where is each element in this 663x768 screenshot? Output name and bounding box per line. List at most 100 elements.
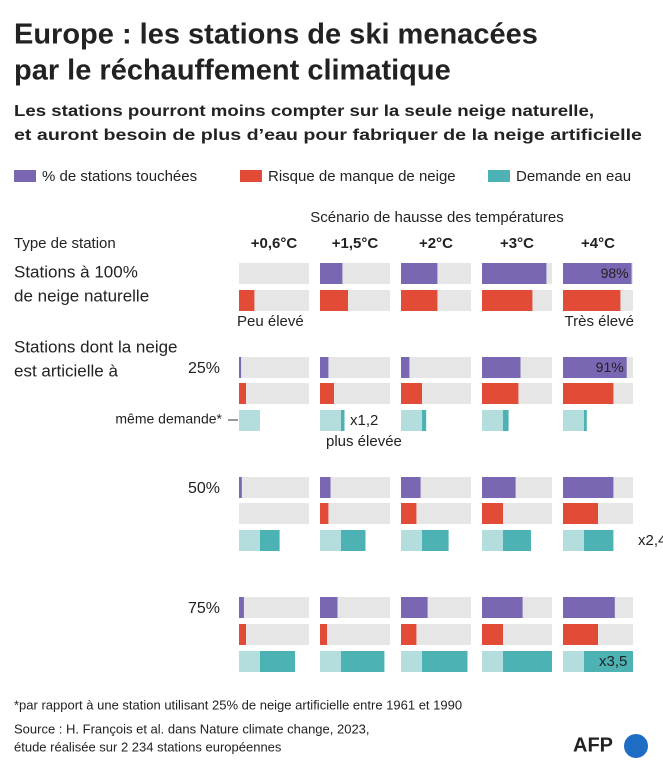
legend-swatch bbox=[14, 170, 36, 182]
stations-bar bbox=[563, 357, 627, 378]
water-extra-bar bbox=[341, 530, 366, 551]
multiplier: x2,4 bbox=[638, 532, 663, 549]
legend-label: Risque de manque de neige bbox=[268, 168, 456, 185]
subtitle: Les stations pourront moins compter sur … bbox=[14, 103, 594, 120]
track bbox=[320, 383, 390, 404]
annotation: même demande* bbox=[115, 411, 222, 427]
multiplier: x1,2 bbox=[350, 412, 378, 429]
water-extra-bar bbox=[422, 410, 427, 431]
stations-bar bbox=[482, 597, 523, 618]
water-extra-bar bbox=[341, 410, 345, 431]
risk-bar bbox=[239, 290, 255, 311]
water-extra-bar bbox=[584, 651, 633, 672]
stations-bar bbox=[401, 477, 421, 498]
stations-bar bbox=[563, 263, 632, 284]
stations-bar bbox=[320, 263, 343, 284]
track bbox=[239, 477, 309, 498]
annotation: Peu élevé bbox=[237, 313, 304, 330]
source: étude réalisée sur 2 234 stations europé… bbox=[14, 739, 282, 754]
track bbox=[401, 624, 471, 645]
risk-bar bbox=[320, 290, 348, 311]
risk-bar bbox=[563, 503, 598, 524]
water-base-bar bbox=[563, 530, 584, 551]
water-base-bar bbox=[563, 410, 584, 431]
risk-bar bbox=[239, 383, 246, 404]
track bbox=[239, 503, 309, 524]
track bbox=[239, 290, 309, 311]
water-extra-bar bbox=[503, 651, 552, 672]
risk-bar bbox=[563, 383, 614, 404]
stations-bar bbox=[320, 477, 331, 498]
water-extra-bar bbox=[584, 530, 614, 551]
water-base-bar bbox=[320, 410, 341, 431]
legend-swatch bbox=[240, 170, 262, 182]
risk-bar bbox=[401, 383, 422, 404]
stations-bar bbox=[401, 357, 410, 378]
water-base-bar bbox=[401, 410, 422, 431]
section-label: est articielle à bbox=[14, 361, 118, 380]
column-label: +1,5°C bbox=[332, 235, 379, 252]
risk-bar bbox=[401, 624, 417, 645]
stations-bar bbox=[401, 597, 428, 618]
water-extra-bar bbox=[260, 651, 295, 672]
group-label: Stations à 100% bbox=[14, 262, 138, 281]
track bbox=[320, 503, 390, 524]
stations-bar bbox=[482, 263, 547, 284]
track bbox=[239, 383, 309, 404]
track bbox=[239, 624, 309, 645]
water-extra-bar bbox=[341, 651, 385, 672]
track bbox=[320, 357, 390, 378]
legend-label: Demande en eau bbox=[516, 168, 631, 185]
track bbox=[239, 263, 309, 284]
water-extra-bar bbox=[584, 410, 587, 431]
track bbox=[239, 597, 309, 618]
stations-bar bbox=[482, 477, 516, 498]
stations-bar bbox=[320, 357, 329, 378]
value-label: 98% bbox=[601, 265, 629, 281]
water-base-bar bbox=[482, 410, 503, 431]
title: Europe : les stations de ski menacées bbox=[14, 19, 538, 51]
legend-label: % de stations touchées bbox=[42, 168, 197, 185]
water-base-bar bbox=[482, 651, 503, 672]
risk-bar bbox=[482, 624, 503, 645]
water-extra-bar bbox=[422, 651, 468, 672]
stations-bar bbox=[563, 477, 614, 498]
water-base-bar bbox=[320, 530, 341, 551]
water-base-bar bbox=[401, 651, 422, 672]
risk-bar bbox=[563, 624, 598, 645]
track bbox=[320, 477, 390, 498]
risk-bar bbox=[482, 503, 503, 524]
column-label: +0,6°C bbox=[251, 235, 298, 252]
value-label: 91% bbox=[596, 359, 624, 375]
track bbox=[239, 357, 309, 378]
track bbox=[401, 357, 471, 378]
stations-bar bbox=[563, 597, 615, 618]
multiplier: x3,5 bbox=[599, 653, 627, 670]
row-header: Type de station bbox=[14, 235, 116, 252]
water-base-bar bbox=[563, 651, 584, 672]
subtitle: et auront besoin de plus d’eau pour fabr… bbox=[14, 127, 642, 144]
water-base-bar bbox=[482, 530, 503, 551]
stations-bar bbox=[239, 357, 242, 378]
risk-bar bbox=[320, 383, 334, 404]
group-label: de neige naturelle bbox=[14, 286, 149, 305]
stations-bar bbox=[482, 357, 521, 378]
water-extra-bar bbox=[422, 530, 449, 551]
footnote: *par rapport à une station utilisant 25%… bbox=[14, 697, 462, 712]
track bbox=[320, 624, 390, 645]
title: par le réchauffement climatique bbox=[14, 55, 451, 87]
source: Source : H. François et al. dans Nature … bbox=[14, 721, 370, 736]
annotation: Très élevé bbox=[565, 313, 634, 330]
legend-swatch bbox=[488, 170, 510, 182]
group-label: 25% bbox=[188, 360, 220, 377]
risk-bar bbox=[563, 290, 621, 311]
water-extra-bar bbox=[503, 530, 531, 551]
column-label: +4°C bbox=[581, 235, 615, 252]
column-label: +3°C bbox=[500, 235, 534, 252]
column-header: Scénario de hausse des températures bbox=[310, 209, 563, 226]
water-extra-bar bbox=[260, 530, 280, 551]
logo-circle bbox=[624, 734, 648, 758]
risk-bar bbox=[482, 290, 533, 311]
group-label: 50% bbox=[188, 480, 220, 497]
